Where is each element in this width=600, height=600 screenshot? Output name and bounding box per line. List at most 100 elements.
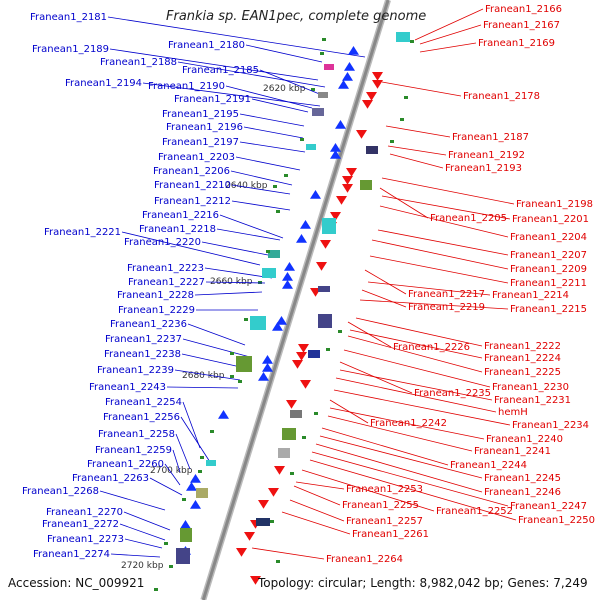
gene-box — [396, 32, 410, 42]
right-leader-line — [389, 153, 444, 169]
left-leader-line — [124, 538, 163, 549]
left-leader-line — [235, 156, 301, 171]
gene-arrow-forward — [348, 46, 359, 55]
left-gene-label: Franean1_2274 — [33, 549, 110, 560]
right-leader-line — [311, 451, 509, 507]
gene-tick — [238, 380, 242, 383]
right-leader-line — [371, 239, 509, 270]
gene-box — [306, 144, 316, 150]
gene-box — [290, 410, 302, 418]
left-gene-label: Franean1_2191 — [174, 94, 251, 105]
right-leader-line — [347, 335, 483, 373]
gene-box — [206, 460, 216, 466]
gene-arrow-forward — [262, 355, 273, 364]
left-gene-label: Franean1_2189 — [32, 44, 109, 55]
right-gene-label: Franean1_2245 — [484, 473, 561, 484]
gene-box — [322, 218, 336, 234]
gene-arrow-reverse — [298, 344, 309, 353]
gene-box — [360, 180, 372, 190]
right-gene-label: Franean1_2240 — [486, 434, 563, 445]
right-leader-line — [419, 42, 477, 53]
gene-box — [312, 108, 324, 116]
right-gene-label: Franean1_2214 — [492, 290, 569, 301]
gene-arrow-reverse — [346, 168, 357, 177]
left-leader-line — [180, 416, 211, 463]
left-gene-label: Franean1_2260 — [87, 459, 164, 470]
left-gene-label: Franean1_2223 — [127, 263, 204, 274]
gene-box — [176, 548, 190, 564]
left-gene-label: Franean1_2228 — [117, 290, 194, 301]
left-gene-label: Franean1_2188 — [100, 57, 177, 68]
left-leader-line — [166, 386, 239, 389]
right-gene-label: Franean1_2209 — [510, 264, 587, 275]
right-leader-line — [355, 317, 483, 347]
gene-tick — [400, 118, 404, 121]
left-leader-line — [181, 353, 246, 369]
right-leader-line — [327, 415, 473, 452]
left-leader-line — [107, 16, 366, 58]
left-gene-label: Franean1_2190 — [148, 81, 225, 92]
gene-arrow-reverse — [366, 92, 377, 101]
left-gene-label: Franean1_2256 — [103, 412, 180, 423]
right-gene-label: Franean1_2198 — [516, 199, 593, 210]
left-leader-line — [219, 214, 284, 239]
kbp-label: 2660 kbp — [210, 277, 253, 287]
right-gene-label: Franean1_2207 — [510, 250, 587, 261]
right-leader-line — [381, 177, 515, 205]
right-gene-label: Franean1_2205 — [430, 213, 507, 224]
right-leader-line — [293, 485, 341, 506]
gene-tick — [290, 472, 294, 475]
right-leader-line — [343, 349, 491, 388]
left-leader-line — [123, 511, 171, 531]
right-gene-label: Franean1_2234 — [512, 420, 589, 431]
gene-arrow-forward — [190, 500, 201, 509]
left-gene-label: Franean1_2196 — [166, 122, 243, 133]
gene-arrow-forward — [344, 62, 355, 71]
gene-box — [262, 268, 276, 278]
gene-tick — [326, 348, 330, 351]
gene-box — [324, 64, 334, 70]
right-gene-label: Franean1_2241 — [474, 446, 551, 457]
gene-box — [180, 528, 192, 542]
gene-box — [318, 286, 330, 292]
kbp-tick — [273, 185, 277, 188]
gene-tick — [276, 210, 280, 213]
right-leader-line — [309, 459, 517, 521]
left-leader-line — [251, 98, 309, 113]
left-leader-line — [164, 463, 181, 486]
right-leader-line — [359, 299, 509, 310]
gene-box — [250, 316, 266, 330]
left-leader-line — [175, 433, 191, 470]
gene-arrow-reverse — [356, 130, 367, 139]
gene-arrow-forward — [300, 220, 311, 229]
left-gene-label: Franean1_2237 — [105, 334, 182, 345]
right-gene-label: Franean1_2246 — [484, 487, 561, 498]
right-leader-line — [281, 511, 351, 535]
right-leader-line — [361, 289, 407, 308]
gene-box — [278, 448, 290, 458]
right-gene-label: Franean1_2193 — [445, 163, 522, 174]
gene-tick — [276, 560, 280, 563]
left-leader-line — [119, 523, 166, 541]
right-leader-line — [319, 435, 483, 479]
gene-tick — [314, 412, 318, 415]
left-gene-label: Franean1_2238 — [104, 349, 181, 360]
gene-box — [236, 356, 252, 372]
gene-arrow-reverse — [362, 100, 373, 109]
left-gene-label: Franean1_2197 — [162, 137, 239, 148]
right-gene-label: Franean1_2167 — [483, 20, 560, 31]
gene-arrow-forward — [282, 280, 293, 289]
left-gene-label: Franean1_2227 — [128, 277, 205, 288]
gene-arrow-reverse — [342, 176, 353, 185]
gene-tick — [230, 352, 234, 355]
right-gene-label: Franean1_2204 — [510, 232, 587, 243]
left-leader-line — [243, 126, 304, 139]
right-gene-label: Franean1_2187 — [452, 132, 529, 143]
left-gene-label: Franean1_2239 — [97, 365, 174, 376]
gene-tick — [244, 318, 248, 321]
left-leader-line — [216, 228, 281, 241]
left-leader-line — [204, 267, 273, 279]
right-leader-line — [381, 81, 462, 97]
right-leader-line — [387, 145, 447, 156]
